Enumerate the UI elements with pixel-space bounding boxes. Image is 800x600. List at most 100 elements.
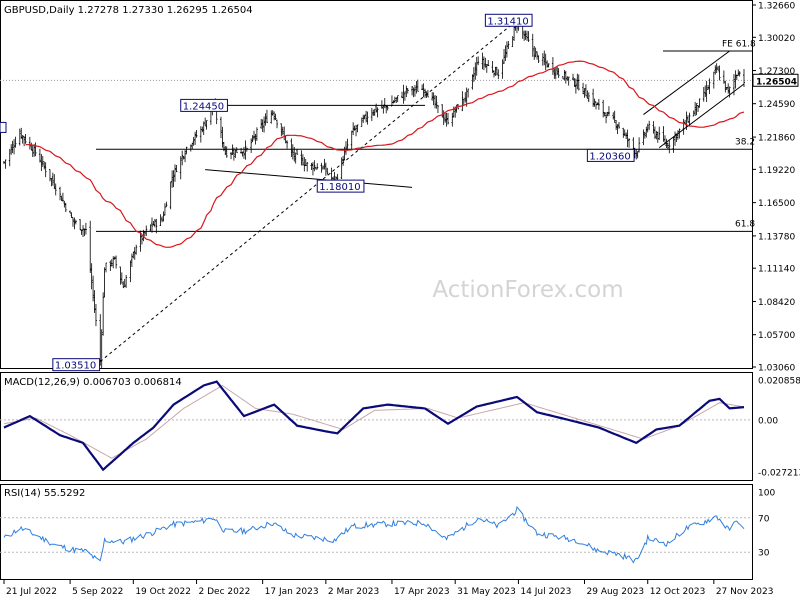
candle: [534, 47, 537, 58]
candle: [274, 113, 277, 121]
candle: [527, 31, 530, 43]
candle: [574, 78, 577, 94]
candle: [109, 260, 112, 272]
candle: [714, 65, 717, 75]
candle: [320, 162, 323, 173]
candle: [260, 118, 263, 129]
candle: [18, 128, 21, 146]
candle: [113, 256, 116, 260]
candle: [635, 149, 638, 160]
candle: [376, 107, 379, 118]
svg-text:1.20360: 1.20360: [589, 151, 630, 162]
candle: [70, 212, 73, 219]
candle: [554, 68, 557, 80]
candle: [250, 138, 253, 153]
candle: [54, 183, 57, 196]
candle: [422, 83, 425, 98]
candle: [447, 113, 449, 125]
candle: [464, 92, 467, 103]
candle: [551, 57, 554, 75]
candle: [293, 147, 296, 162]
candle: [546, 60, 549, 68]
candle: [566, 76, 569, 81]
candle: [462, 99, 465, 105]
candle: [431, 92, 434, 101]
candle: [143, 231, 146, 237]
x-tick-label: 17 Apr 2023: [394, 587, 450, 597]
candle: [485, 64, 488, 73]
y-tick-label: 1.05700: [758, 331, 795, 341]
candle: [411, 85, 414, 96]
candle: [444, 112, 447, 123]
candle: [678, 128, 681, 139]
candle: [182, 156, 185, 160]
candle: [491, 60, 494, 73]
candle: [230, 151, 233, 160]
candle: [382, 105, 385, 114]
candle: [583, 88, 586, 98]
candle: [584, 84, 587, 97]
candle: [21, 135, 24, 144]
candle: [567, 76, 570, 86]
rsi-y-tick-label: 30: [758, 549, 770, 559]
candle: [692, 110, 695, 117]
candle: [61, 192, 64, 202]
candle: [286, 140, 289, 149]
candle: [340, 157, 343, 179]
candle: [232, 147, 235, 161]
candle: [304, 158, 307, 167]
candle: [366, 111, 369, 125]
candle: [356, 124, 359, 133]
candle: [321, 165, 324, 170]
candle: [573, 78, 576, 87]
candle: [425, 91, 428, 98]
candle: [587, 92, 590, 103]
candle: [355, 124, 358, 137]
candle: [281, 126, 284, 136]
candle: [461, 91, 464, 112]
x-axis: 21 Jul 2022 5 Sep 2022 19 Oct 2022 2 Dec 20…: [3, 580, 773, 597]
candle: [90, 263, 93, 290]
candle: [74, 219, 77, 225]
candle: [513, 26, 516, 41]
moving-average-series: [25, 60, 745, 248]
candle: [385, 105, 388, 114]
candle: [695, 103, 698, 116]
candle: [271, 110, 274, 116]
candle: [350, 130, 353, 151]
y-tick-label: 1.03060: [758, 364, 795, 374]
price-title: GBPUSD,Daily 1.27278 1.27330 1.26295 1.2…: [4, 5, 253, 16]
candle: [221, 126, 224, 148]
candle: [596, 102, 599, 106]
candle: [254, 133, 257, 145]
candle: [393, 96, 396, 103]
candle: [181, 150, 184, 166]
candle: [125, 274, 128, 288]
candle: [625, 132, 628, 140]
price-panel-frame: [0, 0, 753, 369]
y-tick-label: 1.11140: [758, 265, 795, 275]
candle: [324, 162, 327, 176]
candle: [172, 170, 175, 188]
candle: [643, 131, 646, 139]
y-tick-label: 1.27300: [758, 67, 795, 77]
candle: [725, 86, 728, 90]
rsi-line: [3, 506, 745, 564]
candle: [672, 136, 675, 153]
candle: [406, 88, 409, 94]
candle: [300, 150, 303, 166]
candle: [165, 201, 168, 208]
candle: [688, 112, 691, 127]
candle: [314, 166, 317, 170]
y-tick-label: 1.13780: [758, 232, 795, 242]
candle: [537, 55, 540, 63]
candle: [617, 121, 620, 129]
candle: [253, 130, 256, 141]
candle: [139, 230, 142, 252]
y-tick-label: 1.16500: [758, 199, 795, 209]
rsi-panel-frame: [0, 484, 753, 580]
candle: [100, 329, 103, 369]
x-tick-label: 5 Sep 2022: [72, 587, 123, 597]
candle: [712, 71, 715, 89]
